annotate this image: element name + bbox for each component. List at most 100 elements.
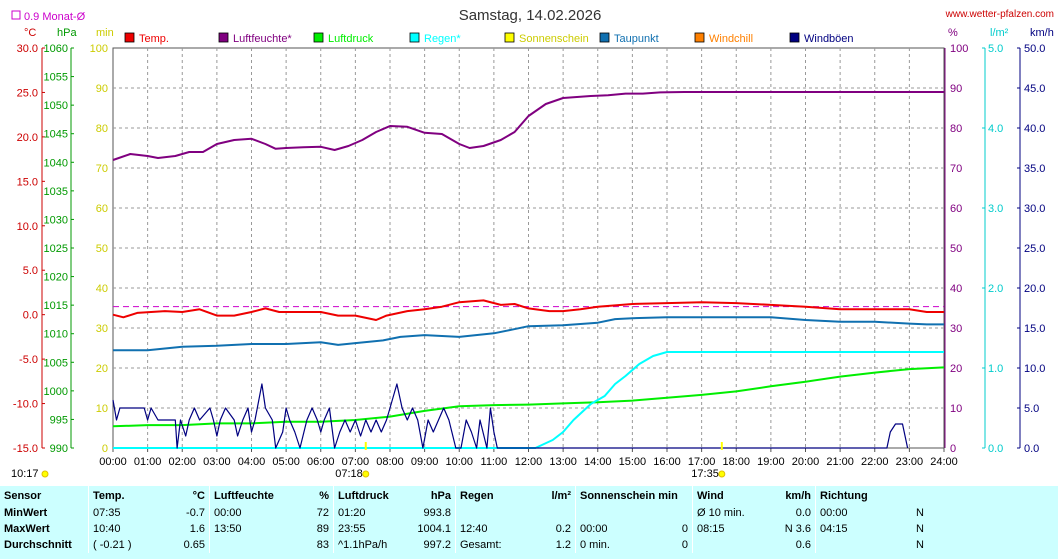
- y-tick-label-percent: 10: [950, 403, 962, 415]
- month-avg-marker: [11, 10, 21, 20]
- y-tick-label-rain: 2.0: [988, 283, 1003, 295]
- sun-markers: 07:18 17:35 10:17: [11, 442, 726, 480]
- stats-header-row: Sensor Temp. °C Luftfeuchte % Luftdruck …: [0, 486, 928, 505]
- wind-time: [692, 537, 771, 553]
- sun-time: 00:00: [575, 521, 661, 537]
- series-line: [112, 91, 944, 161]
- sunset-label: 17:35: [691, 468, 719, 480]
- y-tick-label-rain: 5.0: [988, 43, 1003, 55]
- y-tick-label-minutes: 40: [96, 283, 108, 295]
- y-tick-label-percent: 70: [950, 163, 962, 175]
- site-link[interactable]: www.wetter-pfalzen.com: [945, 9, 1054, 20]
- y-tick-label-percent: 40: [950, 283, 962, 295]
- legend-item-rain: Regen*: [409, 32, 461, 45]
- y-tick-label-minutes: 60: [96, 203, 108, 215]
- humidity-time: [209, 537, 298, 553]
- legend-label: Sonnenschein: [519, 33, 589, 45]
- statistics-table: Sensor Temp. °C Luftfeuchte % Luftdruck …: [0, 486, 928, 553]
- y-tick-label-pressure: 1050: [44, 100, 68, 112]
- series-line: [112, 299, 944, 321]
- x-tick-label: 16:00: [653, 456, 681, 468]
- x-tick-label: 22:00: [861, 456, 889, 468]
- pressure-time: 23:55: [333, 521, 407, 537]
- x-tick-label: 02:00: [168, 456, 196, 468]
- x-tick-label: 12:00: [515, 456, 543, 468]
- temp-time: ( -0.21 ): [88, 537, 167, 553]
- temp-value: 0.65: [183, 539, 205, 551]
- x-tick-label: 00:00: [99, 456, 127, 468]
- y-tick-label-percent: 80: [950, 123, 962, 135]
- x-tick-label: 23:00: [896, 456, 924, 468]
- hdr-pressure: Luftdruck: [333, 486, 407, 505]
- y-tick-label-minutes: 70: [96, 163, 108, 175]
- legend-item-dewpoint: Taupunkt: [599, 32, 659, 45]
- legend-item-sun: Sonnenschein: [504, 32, 589, 45]
- hdr-direction: Richtung: [815, 486, 894, 505]
- chart-legend: Temp. Luftfeuchte* Luftdruck Regen* Sonnensc…: [124, 32, 854, 45]
- sunset-icon: [718, 470, 726, 478]
- x-tick-label: 07:00: [342, 456, 370, 468]
- temp-value: 1.6: [189, 523, 205, 535]
- y-tick-label-wind: 30.0: [1024, 203, 1045, 215]
- legend-swatch: [218, 32, 229, 43]
- rain-value: 1.2: [555, 539, 571, 551]
- hdr-rain-unit: l/m²: [551, 489, 571, 502]
- stats-row-min: MinWert 07:35 -0.7 00:00 72 01:20 993.8 …: [0, 505, 928, 521]
- legend-swatch: [694, 32, 705, 43]
- stats-row-max: MaxWert 10:40 1.6 13:50 89 23:55 1004.1 …: [0, 521, 928, 537]
- y-tick-label-temp: -15.0: [13, 443, 38, 455]
- series-line: [112, 366, 945, 428]
- direction-time: 04:15: [815, 521, 894, 537]
- humidity-time: 13:50: [209, 521, 298, 537]
- hdr-humidity: Luftfeuchte: [209, 486, 298, 505]
- x-tick-label: 19:00: [757, 456, 785, 468]
- y-tick-label-percent: 50: [950, 243, 962, 255]
- y-tick-label-temp: 5.0: [23, 265, 38, 277]
- y-tick-label-wind: 35.0: [1024, 163, 1045, 175]
- direction-value: N: [916, 539, 924, 551]
- current-time-label: 10:17: [11, 468, 39, 480]
- y-tick-label-temp: 0.0: [23, 310, 38, 322]
- row-label: Durchschnitt: [4, 539, 72, 551]
- sun-value: 0: [681, 539, 688, 551]
- temp-value: -0.7: [186, 507, 205, 519]
- series-line: [113, 316, 944, 352]
- y-tick-label-temp: -10.0: [13, 399, 38, 411]
- x-tick-label: 03:00: [203, 456, 231, 468]
- y-tick-label-wind: 45.0: [1024, 83, 1045, 95]
- hdr-sensor: Sensor: [4, 489, 42, 502]
- y-tick-label-wind: 50.0: [1024, 43, 1045, 55]
- y-unit-rain: l/m²: [990, 27, 1009, 39]
- legend-label: Temp.: [139, 33, 169, 45]
- x-tick-label: 06:00: [307, 456, 335, 468]
- x-tick-label: 21:00: [826, 456, 854, 468]
- legend-label: Luftfeuchte*: [233, 33, 292, 45]
- x-tick-label: 09:00: [411, 456, 439, 468]
- rain-time: Gesamt:: [455, 537, 534, 553]
- month-avg-label: 0.9 Monat-Ø: [24, 11, 86, 23]
- y-tick-label-rain: 3.0: [988, 203, 1003, 215]
- y-tick-label-temp: 10.0: [17, 221, 38, 233]
- rain-time: 12:40: [455, 521, 534, 537]
- y-tick-label-pressure: 1040: [44, 157, 68, 169]
- x-tick-label: 01:00: [134, 456, 162, 468]
- y-tick-label-wind: 40.0: [1024, 123, 1045, 135]
- legend-swatch: [409, 32, 420, 43]
- legend-swatch: [124, 32, 135, 43]
- legend-label: Taupunkt: [614, 33, 659, 45]
- hdr-pressure-unit: hPa: [430, 489, 451, 502]
- y-tick-label-minutes: 20: [96, 363, 108, 375]
- wind-value: N 3.6: [784, 523, 811, 535]
- direction-value: N: [916, 523, 924, 535]
- y-tick-label-minutes: 0: [102, 443, 108, 455]
- y-tick-label-temp: -5.0: [19, 354, 38, 366]
- x-tick-label: 14:00: [584, 456, 612, 468]
- pressure-time: ^1.1hPa/h: [333, 537, 407, 553]
- row-label: MinWert: [4, 507, 48, 519]
- wind-time: Ø 10 min.: [692, 505, 771, 521]
- y-tick-label-pressure: 1025: [44, 243, 68, 255]
- rain-time: [455, 505, 534, 521]
- y-tick-label-percent: 100: [950, 43, 968, 55]
- y-tick-label-pressure: 1060: [44, 43, 68, 55]
- x-tick-label: 20:00: [792, 456, 820, 468]
